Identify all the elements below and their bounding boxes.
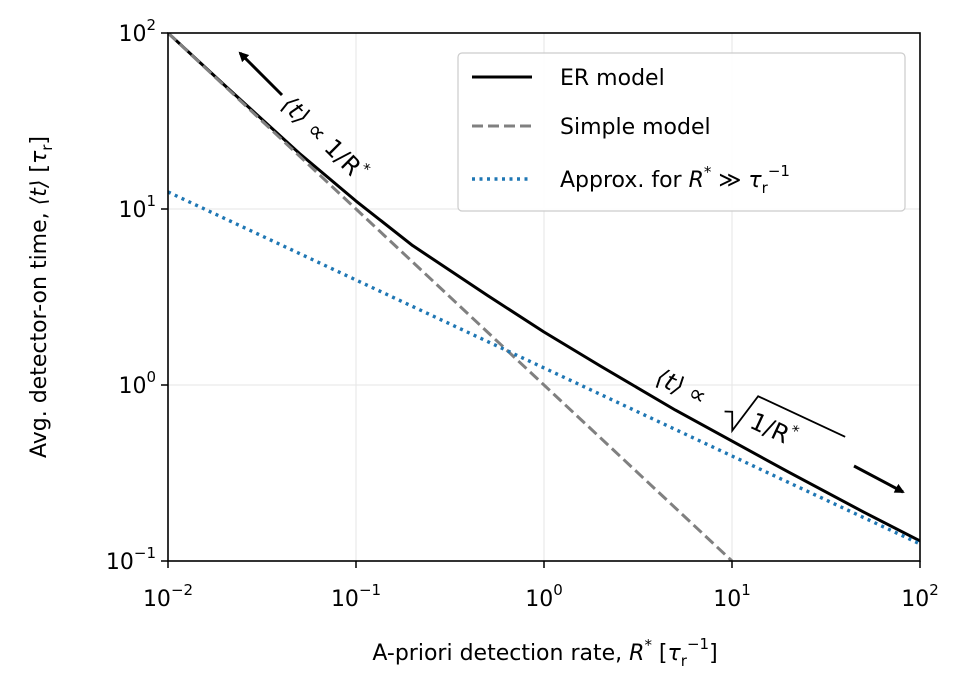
y-tick-base: 10	[118, 22, 146, 47]
series-approx	[168, 190, 920, 546]
legend-box	[457, 52, 906, 212]
x-tick-exp: 2	[929, 581, 939, 599]
y-tick-base: 10	[118, 198, 146, 223]
y-tick-label: 102	[118, 16, 156, 47]
x-axis-label: A-priori detection rate, R* [τr−1]	[372, 635, 717, 670]
legend-entry-simple-model: Simple model	[560, 115, 711, 140]
legend-approx-var2-sup: −1	[768, 162, 790, 180]
y-tick-exp: 2	[146, 16, 156, 34]
sqrt-sign	[724, 395, 846, 438]
legend: ER model Simple model Approx. for R* ≫ τ…	[457, 52, 906, 212]
y-tick-exp: −1	[134, 544, 156, 562]
y-label-unit-var: τ	[27, 150, 52, 164]
x-label-var: R	[629, 641, 644, 666]
x-tick-exp: −2	[171, 581, 193, 599]
x-tick-base: 10	[901, 587, 929, 612]
x-label-unit-var: τ	[668, 641, 682, 666]
y-label-unit-sub: r	[38, 144, 56, 151]
x-label-unit-open: [	[652, 641, 668, 666]
y-tick-label: 101	[118, 192, 156, 223]
y-label-bracket: ⟨t⟩	[27, 180, 52, 206]
x-tick-label: 10−1	[331, 581, 381, 612]
y-tick-exp: 1	[146, 192, 156, 210]
arrow-low-rate	[238, 51, 284, 97]
legend-entry-er-model: ER model	[560, 66, 665, 91]
x-label-unit-close: ]	[709, 641, 718, 666]
y-tick-exp: 0	[146, 368, 156, 386]
series-simple-model	[168, 33, 734, 561]
y-label-unit-open: [	[27, 164, 52, 180]
legend-entry-approx: Approx. for R* ≫ τr−1	[560, 162, 790, 197]
y-tick-base: 10	[106, 550, 134, 575]
x-tick-base: 10	[143, 587, 171, 612]
tick-marks	[161, 32, 921, 568]
y-label-unit-close: ]	[27, 136, 52, 145]
y-tick-label: 10−1	[106, 544, 156, 575]
x-tick-base: 10	[713, 587, 741, 612]
x-tick-label: 102	[901, 581, 939, 612]
legend-approx-var2-sub: r	[762, 179, 769, 197]
x-label-unit-sup: −1	[687, 635, 709, 653]
legend-approx-var: R	[689, 168, 704, 193]
x-tick-base: 10	[525, 587, 553, 612]
legend-approx-rel: ≫	[711, 168, 748, 193]
x-tick-exp: −1	[359, 581, 381, 599]
y-tick-label: 100	[118, 368, 156, 399]
x-tick-label: 100	[525, 581, 563, 612]
y-axis-label: Avg. detector-on time, ⟨t⟩ [τr]	[27, 136, 56, 458]
legend-approx-var-sup: *	[704, 163, 712, 181]
x-label-unit-sub: r	[681, 652, 688, 670]
y-label-text: Avg. detector-on time,	[27, 205, 52, 458]
x-tick-label: 101	[713, 581, 751, 612]
legend-approx-text: Approx. for	[560, 168, 689, 193]
y-tick-base: 10	[118, 374, 146, 399]
x-tick-exp: 0	[553, 581, 563, 599]
x-label-text: A-priori detection rate,	[372, 641, 629, 666]
x-tick-label: 10−2	[143, 581, 193, 612]
x-tick-exp: 1	[741, 581, 751, 599]
series-er-model	[168, 33, 920, 543]
legend-approx-var2: τ	[748, 168, 762, 193]
x-tick-base: 10	[331, 587, 359, 612]
arrow-high-rate	[853, 464, 905, 494]
x-label-var-sup: *	[644, 636, 652, 654]
series-layer	[168, 33, 920, 561]
